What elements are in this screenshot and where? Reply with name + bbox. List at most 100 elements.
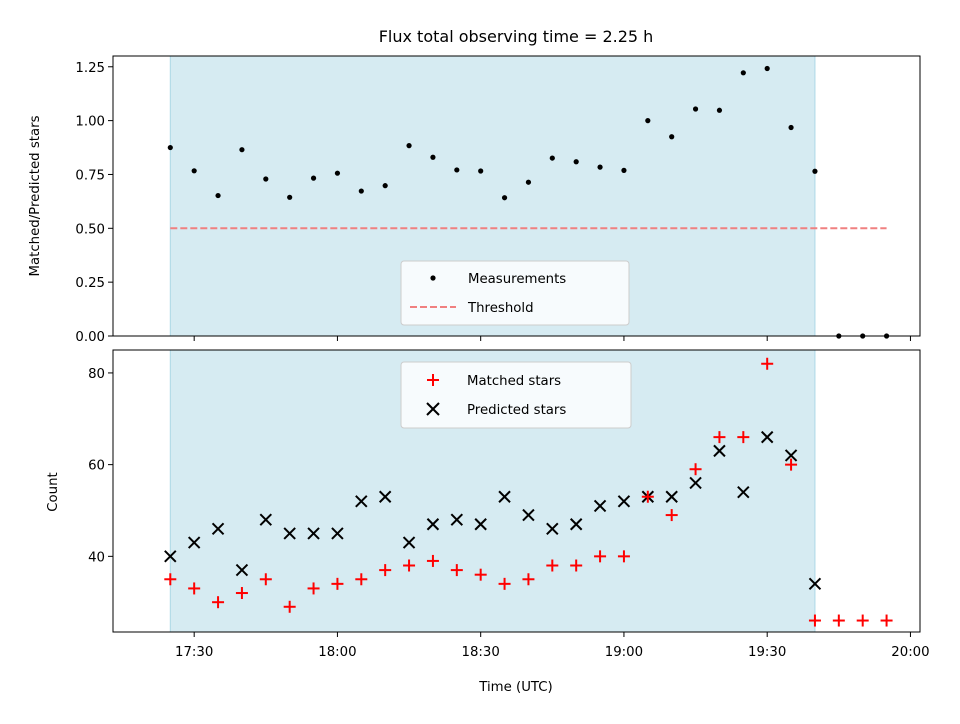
- predicted-stars-point: [737, 485, 750, 499]
- predicted-stars-point: [355, 495, 368, 508]
- matched-stars-point: [403, 559, 416, 572]
- measurement-point: [310, 175, 317, 181]
- bottom-y-tick-label: 60: [88, 459, 105, 474]
- measurement-point: [525, 179, 532, 185]
- matched-stars-point: [832, 614, 845, 627]
- matched-stars-point: [761, 357, 774, 370]
- top-y-axis-label: Matched/Predicted stars: [28, 115, 43, 276]
- predicted-stars-point: [211, 522, 225, 536]
- matched-stars-point: [641, 490, 654, 503]
- matched-stars-point: [808, 614, 821, 627]
- measurement-point: [215, 192, 221, 199]
- top-y-tick-label: 0.00: [75, 330, 105, 345]
- matched-stars-point: [617, 550, 630, 563]
- measurement-point: [621, 167, 627, 173]
- matched-stars-point: [880, 614, 893, 627]
- predicted-stars-point: [378, 490, 392, 503]
- bottom-y-ticks: 40 60 80: [88, 367, 113, 565]
- matched-stars-point: [689, 463, 702, 476]
- matched-stars-point: [785, 458, 798, 471]
- bottom-x-tick-label: 19:00: [605, 645, 643, 660]
- matched-stars-point: [379, 564, 392, 577]
- measurement-point: [167, 144, 173, 151]
- measurement-point: [764, 65, 770, 72]
- measurement-point: [287, 194, 293, 200]
- legend-matched-label: Matched stars: [467, 374, 561, 389]
- matched-stars-point: [355, 573, 368, 586]
- matched-stars-point: [546, 559, 559, 572]
- predicted-stars-point: [283, 527, 296, 540]
- measurement-point: [692, 106, 699, 112]
- matched-stars-point: [594, 550, 607, 563]
- legend-matched-marker: [427, 374, 439, 386]
- measurement-point: [239, 147, 245, 153]
- measurement-point: [406, 143, 412, 149]
- predicted-stars-point: [402, 536, 416, 549]
- measurement-point: [430, 154, 436, 160]
- predicted-stars-point: [164, 550, 177, 563]
- measurement-point: [645, 118, 651, 124]
- matched-stars-point: [450, 564, 463, 577]
- measurement-point: [334, 170, 341, 176]
- predicted-stars-point: [784, 449, 798, 462]
- top-y-tick-label: 0.50: [75, 222, 105, 237]
- top-x-ticks: [193, 336, 911, 341]
- matched-stars-point: [307, 582, 320, 595]
- bottom-legend: Matched stars Predicted stars: [400, 361, 632, 429]
- legend-measurements-marker: [430, 275, 436, 281]
- top-y-tick-label: 1.00: [75, 115, 105, 130]
- predicted-stars-point: [665, 490, 678, 503]
- bottom-legend-box: [400, 361, 632, 429]
- matched-stars-point: [235, 587, 248, 600]
- bottom-panel: 40 60 80 17:30 18:00 18:30 19:00 19:30 20:00 Ti…: [46, 349, 930, 695]
- matched-stars-point: [570, 559, 583, 572]
- top-y-tick-label: 0.75: [75, 168, 105, 183]
- bottom-x-tick-label: 20:00: [891, 645, 929, 660]
- bottom-x-tick-label: 18:00: [318, 645, 356, 660]
- top-legend: Measurements Threshold: [400, 260, 630, 326]
- bottom-x-tick-label: 17:30: [175, 645, 213, 660]
- predicted-stars-point: [522, 508, 535, 522]
- bottom-x-axis-label: Time (UTC): [478, 680, 553, 695]
- matched-stars-point: [283, 600, 296, 613]
- top-legend-box: [400, 260, 630, 326]
- measurement-point: [549, 155, 555, 161]
- top-panel: 0.00 0.25 0.50 0.75 1.00 1.25 Flux total obse…: [28, 27, 921, 345]
- measurement-point: [669, 134, 675, 140]
- bottom-x-tick-label: 18:30: [462, 645, 500, 660]
- predicted-stars-point: [187, 536, 201, 549]
- top-y-tick-label: 1.25: [75, 61, 105, 76]
- measurement-point: [573, 159, 579, 165]
- measurement-point: [191, 168, 197, 174]
- predicted-stars-point: [593, 499, 607, 513]
- predicted-stars-point: [235, 563, 249, 577]
- measurement-point: [501, 195, 508, 201]
- bottom-y-tick-label: 40: [88, 550, 105, 565]
- predicted-stars-point: [713, 444, 726, 458]
- matched-stars-point: [164, 573, 177, 586]
- measurement-point: [382, 183, 388, 189]
- predicted-stars-point: [617, 495, 631, 508]
- legend-predicted-label: Predicted stars: [467, 403, 566, 418]
- predicted-stars-point: [426, 518, 440, 531]
- matched-stars-point: [426, 554, 439, 567]
- matched-stars-point: [522, 573, 535, 586]
- matched-stars-point: [498, 577, 511, 590]
- top-y-ticks: 0.00 0.25 0.50 0.75 1.00 1.25: [75, 61, 113, 345]
- measurement-point: [597, 164, 603, 170]
- predicted-stars-point: [498, 490, 511, 503]
- bottom-axes-frame: [112, 349, 921, 633]
- matched-stars-point: [188, 582, 201, 595]
- predicted-stars-point: [331, 527, 344, 540]
- legend-predicted-marker: [426, 402, 440, 416]
- measurement-point: [454, 167, 460, 173]
- predicted-stars-point: [474, 518, 487, 531]
- predicted-stars-point: [808, 577, 822, 591]
- matched-stars-point: [665, 509, 678, 522]
- matched-stars-point: [856, 614, 869, 627]
- bottom-x-tick-label: 19:30: [748, 645, 786, 660]
- matched-stars-point: [713, 431, 726, 444]
- measurement-point: [716, 107, 723, 113]
- measurement-point: [263, 176, 269, 182]
- bottom-y-axis-label: Count: [46, 472, 61, 512]
